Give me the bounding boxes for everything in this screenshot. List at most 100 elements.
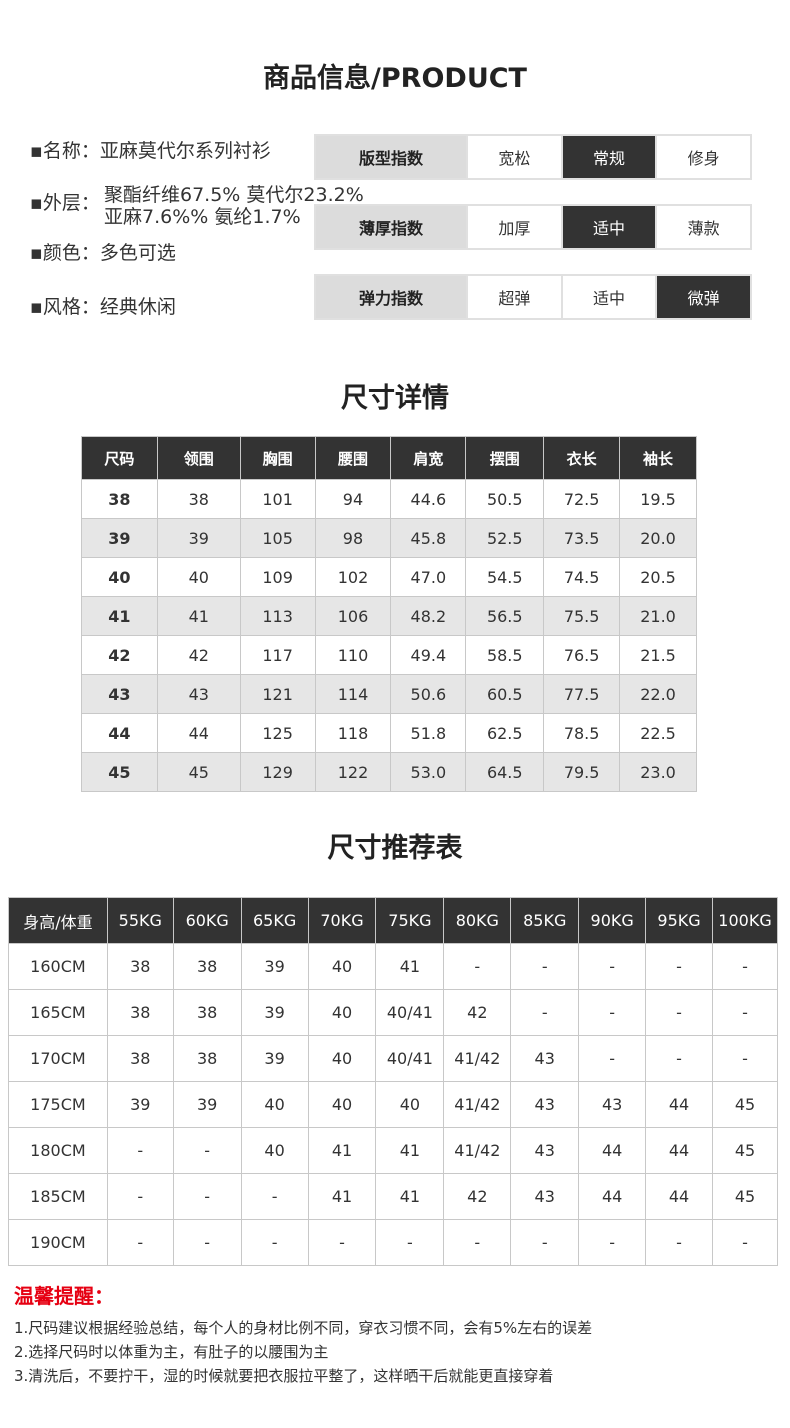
table-cell: 79.5 [543,752,621,792]
table-cell: - [510,989,580,1036]
note: 2.选择尺码时以体重为主，有肚子的以腰围为主 [14,1343,329,1361]
column-header: 75KG [375,897,445,944]
table-cell: 45 [712,1081,778,1128]
table-cell: 41 [375,1127,445,1174]
table-cell: - [645,1219,713,1266]
table-cell: 41 [307,1127,377,1174]
table-cell: 44 [578,1127,647,1174]
index-row: 弹力指数 超弹 适中 微弹 [314,274,752,320]
table-row: 41 41 113 106 48.2 56.5 75.5 21.0 [81,596,697,636]
table-cell: 38 [106,943,174,990]
table-cell: 185CM [8,1173,108,1220]
info-style: ▪风格：经典休闲 [30,296,176,318]
table-cell: 43 [510,1081,580,1128]
column-header: 80KG [443,897,512,944]
header-row: 身高/体重 55KG 60KG 65KG 70KG 75KG 80KG 85KG 90KG 95K… [8,897,778,944]
table-cell: 117 [239,635,316,675]
table-cell: 53.0 [390,752,467,792]
warning-title: 温馨提醒： [14,1284,114,1308]
table-cell: 114 [314,674,392,714]
table-row: 165CM 38 38 39 40 40/41 42- - - - [8,989,778,1036]
table-cell: 39 [106,1081,174,1128]
column-header: 100KG [712,897,778,944]
table-cell: 38 [172,1035,242,1082]
table-cell: 39 [156,518,241,558]
table-cell: 44 [81,713,158,753]
info-layer-line2: 亚麻7.6%% 氨纶1.7% [104,206,301,228]
index-label: 薄厚指数 [316,206,466,248]
index-option: 常规 [560,136,656,178]
table-row: 160CM 38 38 39 40 41- - - - - [8,943,778,990]
table-row: 190CM - - - - - - - - - - [8,1219,778,1266]
table-cell: 122 [314,752,392,792]
column-header: 85KG [510,897,580,944]
index-option: 微弹 [655,276,751,318]
table-cell: - [106,1219,174,1266]
table-cell: 43 [510,1127,580,1174]
page-title: 商品信息/PRODUCT [263,63,527,94]
table-cell: 101 [239,479,316,519]
table-cell: 45 [712,1127,778,1174]
table-row: 175CM 39 39 40 40 40 41/42 43 43 44 45 [8,1081,778,1128]
table-cell: 51.8 [390,713,467,753]
table-cell: - [172,1219,242,1266]
table-cell: 41/42 [443,1035,512,1082]
info-color: ▪颜色：多色可选 [30,242,176,264]
table-cell: 38 [106,1035,174,1082]
table-cell: 62.5 [465,713,545,753]
column-header: 领围 [156,436,241,480]
table-cell: 40 [307,989,377,1036]
table-cell: 38 [156,479,241,519]
table-cell: 118 [314,713,392,753]
table-cell: - [645,943,713,990]
table-cell: 41 [307,1173,377,1220]
table-cell: 40 [375,1081,445,1128]
table-cell: 43 [156,674,241,714]
table-cell: 41/42 [443,1127,512,1174]
index-option: 修身 [655,136,750,178]
table-cell: 43 [81,674,158,714]
table-cell: 47.0 [390,557,467,597]
table-cell: - [645,989,713,1036]
table-cell: 72.5 [543,479,621,519]
table-cell: - [106,1127,174,1174]
table-cell: 125 [239,713,316,753]
table-cell: 41/42 [443,1081,512,1128]
table-cell: - [240,1219,309,1266]
column-header: 65KG [240,897,309,944]
table-cell: 42 [443,989,512,1036]
column-header: 肩宽 [390,436,467,480]
table-cell: - [578,1219,647,1266]
table-cell: 129 [239,752,316,792]
note: 1.尺码建议根据经验总结，每个人的身材比例不同，穿衣习惯不同，会有5%左右的误差 [14,1319,593,1337]
info-name: ▪名称：亚麻莫代尔系列衬衫 [30,140,271,162]
table-row: 40 40 109 102 47.0 54.5 74.5 20.5 [81,557,697,597]
table-cell: 56.5 [465,596,545,636]
table-cell: 40 [240,1081,309,1128]
table-cell: 40 [307,1081,377,1128]
table-cell: 38 [172,943,242,990]
table-cell: 41 [375,1173,445,1220]
table-cell: 49.4 [390,635,467,675]
table-cell: 48.2 [390,596,467,636]
table-cell: 64.5 [465,752,545,792]
table-cell: 39 [240,1035,309,1082]
table-cell: - [645,1035,713,1082]
table-cell: 110 [314,635,392,675]
index-option: 加厚 [466,206,561,248]
table-cell: 39 [240,989,309,1036]
table-cell: 165CM [8,989,108,1036]
index-label: 版型指数 [316,136,466,178]
table-cell: 40 [81,557,158,597]
table-cell: 40 [307,943,377,990]
column-header: 尺码 [81,436,158,480]
table-cell: 39 [172,1081,242,1128]
table-cell: 20.0 [619,518,697,558]
table-cell: 42 [443,1173,512,1220]
table-cell: - [443,943,512,990]
column-header: 70KG [307,897,377,944]
table-cell: 41 [375,943,445,990]
table-cell: - [510,943,580,990]
table-cell: 19.5 [619,479,697,519]
table-cell: 41 [81,596,158,636]
